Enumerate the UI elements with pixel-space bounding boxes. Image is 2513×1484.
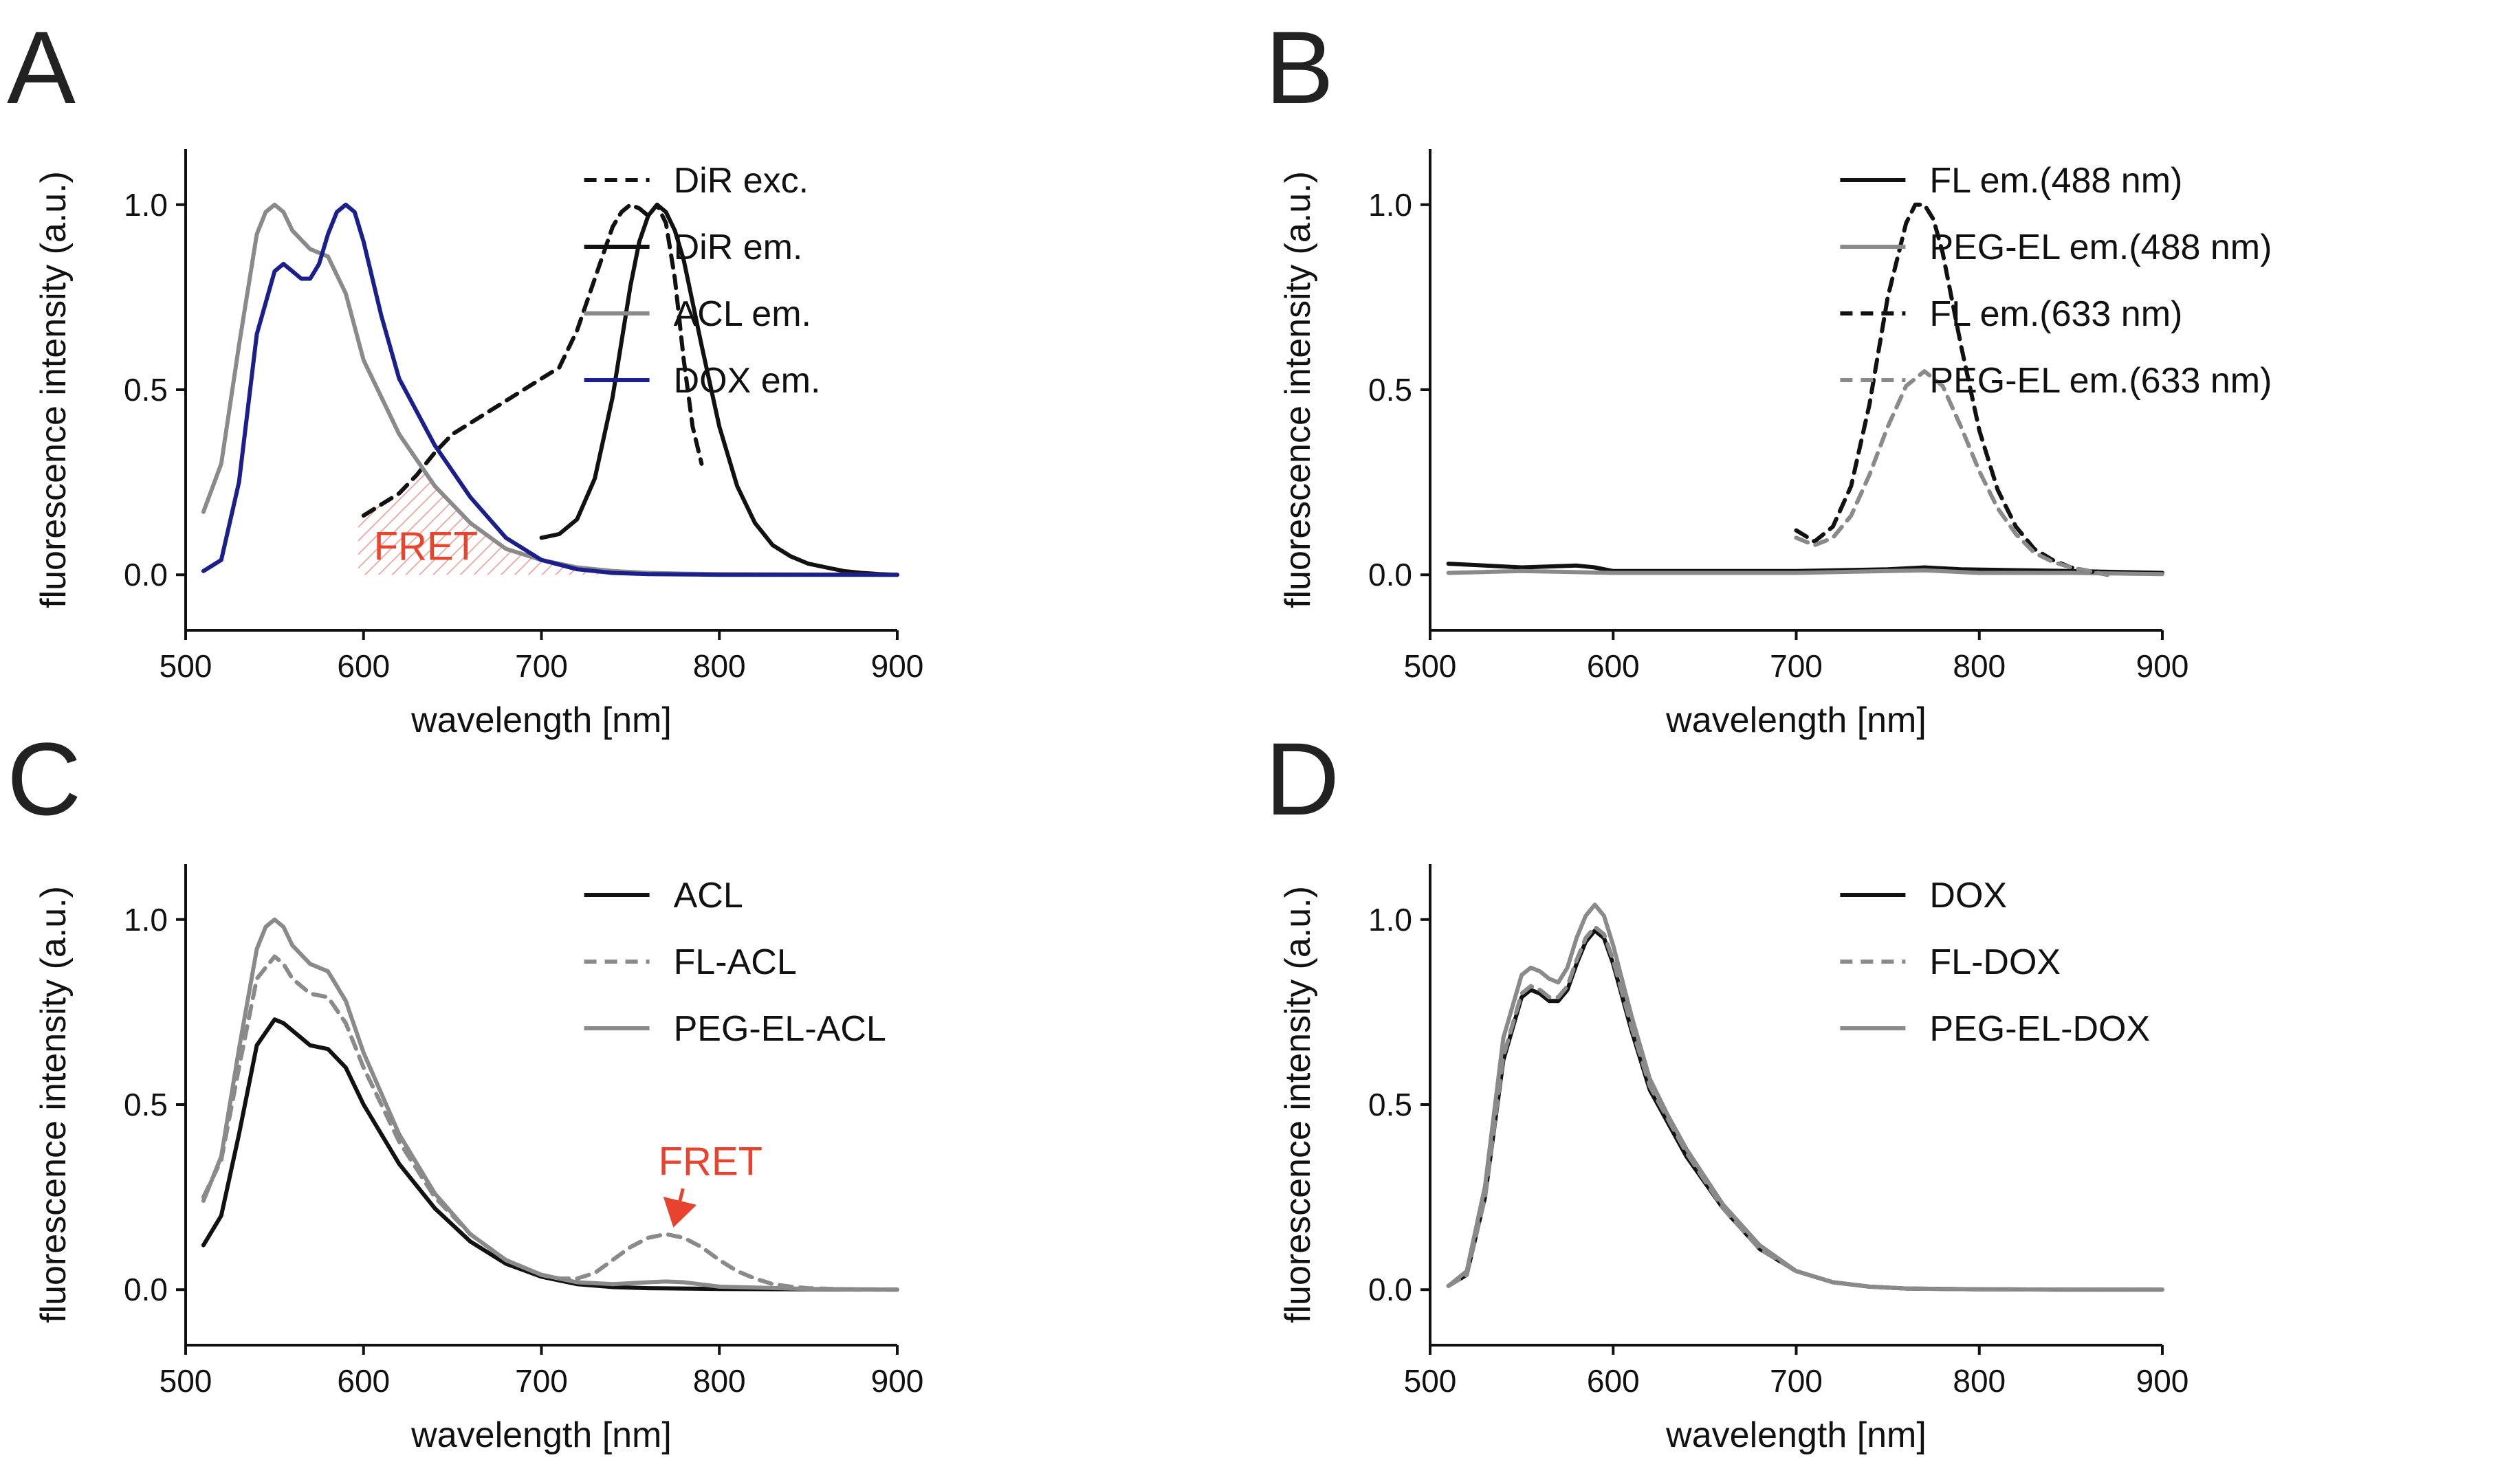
panel-c-y-tick-label-0-5: 0.5 [124,1087,168,1122]
panel-c-x-tick-label-900: 900 [871,1363,924,1399]
panel-c-x-tick-label-800: 800 [693,1363,746,1399]
panel-d-x-tick-label-600: 600 [1587,1363,1640,1399]
panel-a-y-axis-title: fluorescence intensity (a.u.) [34,171,74,608]
panel-d-x-tick-label-900: 900 [2136,1363,2189,1399]
panel-a-x-tick-label-700: 700 [515,648,568,684]
panel-c-series-fl-acl [201,954,899,1292]
panel-letter-d: D [1265,721,1339,837]
panel-b-legend-label-peg-el-em-633-nm: PEG-EL em.(633 nm) [1929,361,2272,401]
panel-d-x-axis-title: wavelength [nm] [1665,1415,1927,1455]
panel-a-x-axis-title: wavelength [nm] [410,700,672,740]
panel-c-series-acl [201,1017,899,1292]
panel-d-legend-label-dox: DOX [1929,876,2007,916]
panel-b-x-tick-label-900: 900 [2136,648,2189,684]
panel-d-x-tick-label-500: 500 [1404,1363,1457,1399]
panel-c-legend-label-acl: ACL [674,876,743,916]
panel-a-series-dox-em [201,202,899,577]
panel-a-y-tick-label-0-0: 0.0 [124,557,168,593]
panel-d-y-axis-title: fluorescence intensity (a.u.) [1278,886,1318,1323]
panel-d-x-tick-label-700: 700 [1770,1363,1823,1399]
panel-letter-b: B [1265,10,1334,125]
panel-a-y-tick-label-1-0: 1.0 [124,187,168,223]
panel-c-x-tick-label-600: 600 [337,1363,390,1399]
panel-a-legend-label-dir-em: DiR em. [674,228,803,267]
panel-a-annotation-fret: FRET [374,524,478,569]
panel-a-series-dir-exc [361,202,704,518]
panel-c-annotation-fret: FRET [659,1139,762,1184]
panel-a-x-tick-label-900: 900 [871,648,924,684]
panel-b-x-tick-label-800: 800 [1953,648,2006,684]
panel-a-fret-region [358,468,613,575]
panel-b-series-peg-el-em-488-nm [1446,568,2164,577]
panel-letter-a: A [7,10,76,125]
panel-c-plot: 500 600 700 800 900 0.0 0.5 1.0 wavelength [nm] f… [34,864,923,1455]
panel-b-x-tick-label-500: 500 [1404,648,1457,684]
panel-d-y-tick-label-0-0: 0.0 [1368,1272,1412,1307]
panel-d-legend-label-fl-dox: FL-DOX [1929,942,2061,982]
panel-c-x-tick-label-500: 500 [160,1363,212,1399]
panel-a-legend-label-acl-em: ACL em. [674,294,811,334]
panel-c-x-axis-title: wavelength [nm] [410,1415,672,1455]
panel-a-legend-label-dox-em: DOX em. [674,361,821,401]
panel-b-y-tick-label-0-0: 0.0 [1368,557,1412,593]
panel-c-y-tick-label-1-0: 1.0 [124,902,168,938]
panel-b-y-tick-label-0-5: 0.5 [1368,372,1412,408]
panel-b-y-tick-label-1-0: 1.0 [1368,187,1412,223]
panel-b-y-axis-title: fluorescence intensity (a.u.) [1278,171,1318,608]
panel-d-series-dox [1446,928,2164,1292]
panel-a-x-tick-label-500: 500 [160,648,212,684]
panel-c-legend-label-fl-acl: FL-ACL [674,942,797,982]
panel-b-x-axis-title: wavelength [nm] [1665,700,1927,740]
panel-a-x-tick-label-600: 600 [337,648,390,684]
panel-d-y-tick-label-1-0: 1.0 [1368,902,1412,938]
panel-a-y-tick-label-0-5: 0.5 [124,372,168,408]
panel-a-series-dir-em [539,202,899,577]
panel-c: C 500 600 700 800 900 0.0 0.5 1.0 wavelength [nm… [7,721,923,1455]
panel-c-legend-label-peg-el-acl: PEG-EL-ACL [674,1009,886,1049]
panel-d-y-tick-label-0-5: 0.5 [1368,1087,1412,1122]
panel-b-series-peg-el-em-633-nm [1794,369,2110,577]
panel-a-plot: 500 600 700 800 900 0.0 0.5 1.0 wavelength [nm] f… [34,149,923,740]
panel-a: A 500 600 700 800 900 0.0 0.5 1.0 wavelength [nm… [7,10,923,740]
panel-d: D 500 600 700 800 900 0.0 0.5 1.0 wavelength [nm… [1265,721,2188,1455]
panel-b: B 500 600 700 800 900 0.0 0.5 1.0 wavelength [nm… [1265,10,2272,740]
panel-b-plot: 500 600 700 800 900 0.0 0.5 1.0 wavelength [nm] f… [1278,149,2272,740]
panel-b-x-tick-label-600: 600 [1587,648,1640,684]
panel-letter-c: C [7,721,81,837]
panel-c-y-tick-label-0-0: 0.0 [124,1272,168,1307]
panel-b-legend-label-peg-el-em-488-nm: PEG-EL em.(488 nm) [1929,228,2272,267]
panel-d-x-tick-label-800: 800 [1953,1363,2006,1399]
panel-b-legend-label-fl-em-633-nm: FL em.(633 nm) [1929,294,2182,334]
panel-d-legend-label-peg-el-dox: PEG-EL-DOX [1929,1009,2150,1049]
panel-c-x-tick-label-700: 700 [515,1363,568,1399]
panel-c-series-peg-el-acl [201,917,899,1292]
panel-d-plot: 500 600 700 800 900 0.0 0.5 1.0 wavelength [nm] f… [1278,864,2188,1455]
panel-a-x-tick-label-800: 800 [693,648,746,684]
panel-d-series-peg-el-dox [1446,902,2164,1292]
panel-a-legend-label-dir-exc: DiR exc. [674,161,809,201]
panel-b-x-tick-label-700: 700 [1770,648,1823,684]
panel-c-y-axis-title: fluorescence intensity (a.u.) [34,886,74,1323]
panel-b-legend-label-fl-em-488-nm: FL em.(488 nm) [1929,161,2182,201]
panel-c-annotation-arrow [663,1188,697,1228]
